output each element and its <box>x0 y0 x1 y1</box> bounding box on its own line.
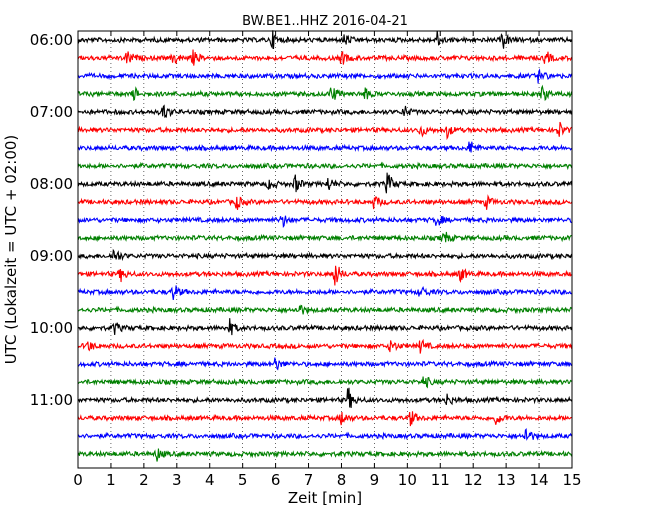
trace-row <box>77 172 573 194</box>
y-axis-ticks: 06:00 07:00 08:00 09:00 10:00 11:00 <box>30 31 572 409</box>
trace-row <box>77 427 573 441</box>
trace-row <box>77 215 573 228</box>
trace-row <box>77 318 573 336</box>
trace-row <box>77 141 573 153</box>
trace-row <box>77 304 573 316</box>
y-tick-label: 10:00 <box>30 319 73 337</box>
trace-row <box>77 357 573 371</box>
y-tick-label: 09:00 <box>30 247 73 265</box>
x-tick-label: 1 <box>106 471 116 489</box>
seismic-traces <box>77 30 573 462</box>
x-tick-label: 11 <box>431 471 450 489</box>
x-tick-label: 8 <box>337 471 347 489</box>
x-tick-label: 9 <box>370 471 380 489</box>
x-tick-label: 5 <box>238 471 248 489</box>
x-tick-label: 10 <box>398 471 417 489</box>
trace-row <box>77 376 573 389</box>
plot-frame <box>77 30 573 469</box>
trace-row <box>77 248 573 262</box>
x-tick-label: 14 <box>530 471 549 489</box>
chart-title: BW.BE1..HHZ 2016-04-21 <box>242 14 408 29</box>
trace-row <box>77 194 573 210</box>
x-axis-ticks: 0 1 2 3 4 5 6 7 8 9 10 11 12 13 14 15 <box>73 31 582 489</box>
trace-row <box>77 30 573 50</box>
y-tick-label: 07:00 <box>30 103 73 121</box>
x-tick-label: 15 <box>562 471 581 489</box>
trace-row <box>77 104 573 119</box>
x-tick-label: 0 <box>73 471 83 489</box>
trace-row <box>77 161 573 171</box>
x-tick-label: 12 <box>464 471 483 489</box>
x-tick-label: 3 <box>172 471 182 489</box>
trace-row <box>77 285 573 301</box>
x-axis-label: Zeit [min] <box>288 489 362 507</box>
trace-row <box>77 338 573 354</box>
x-tick-label: 2 <box>139 471 149 489</box>
x-tick-label: 4 <box>205 471 215 489</box>
y-tick-label: 08:00 <box>30 175 73 193</box>
trace-row <box>77 411 573 427</box>
trace-row <box>77 49 573 66</box>
trace-row <box>77 84 573 102</box>
vertical-grid <box>110 31 540 468</box>
y-axis-label: UTC (Lokalzeit = UTC + 02:00) <box>2 135 20 365</box>
x-tick-label: 6 <box>271 471 281 489</box>
trace-row <box>77 68 573 84</box>
trace-row <box>77 121 573 141</box>
trace-row <box>77 265 573 286</box>
trace-row <box>77 387 573 408</box>
y-tick-label: 11:00 <box>30 391 73 409</box>
x-tick-label: 7 <box>304 471 314 489</box>
x-tick-label: 13 <box>497 471 516 489</box>
y-tick-label: 06:00 <box>30 31 73 49</box>
trace-row <box>77 231 573 243</box>
trace-row <box>77 448 573 462</box>
